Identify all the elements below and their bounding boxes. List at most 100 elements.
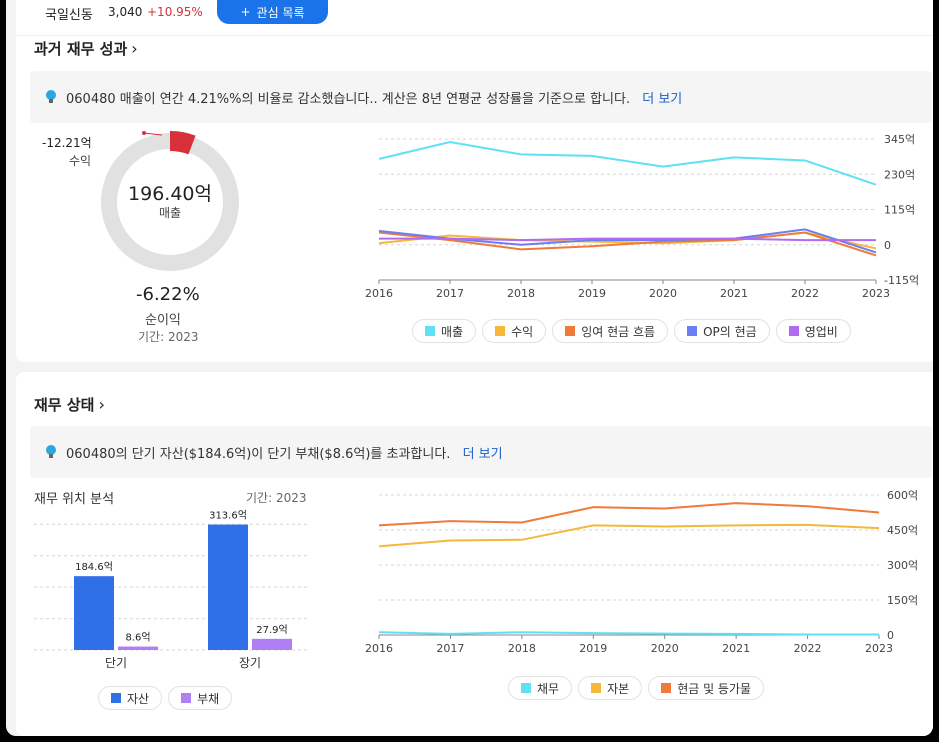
x-tick-label: 2020 [651, 642, 679, 655]
performance-period: 기간: 2023 [138, 330, 199, 344]
series-line-잉여 현금 흐름 [378, 231, 877, 257]
bar-category-label: 장기 [239, 656, 261, 670]
x-tick-label: 2021 [720, 287, 748, 300]
series-line-채무 [378, 631, 879, 636]
performance-line-chart: -115억 0 115억 230억 345억 2016 2017 2018 2019 2020 20… [365, 133, 919, 300]
legend-item[interactable]: 매출 [412, 319, 477, 343]
chevron-right-icon: › [131, 39, 138, 58]
financial-position-title-text: 재무 상태 [34, 396, 95, 414]
position-legend: 자산 부채 [98, 686, 233, 710]
margin-value: -6.22% [136, 284, 200, 305]
x-tick-label: 2020 [649, 287, 677, 300]
legend-item[interactable]: 수익 [482, 319, 547, 343]
y-tick-label: 150억 [887, 594, 918, 607]
position-period: 기간: 2023 [246, 491, 307, 505]
x-tick-label: 2019 [578, 287, 606, 300]
legend-swatch [788, 326, 799, 336]
position-more-link[interactable]: 더 보기 [462, 446, 503, 462]
lightbulb-icon [46, 445, 56, 459]
legend-swatch [687, 326, 698, 336]
x-tick-label: 2016 [365, 642, 393, 655]
legend-item[interactable]: 잉여 현금 흐름 [552, 319, 669, 343]
x-tick-label: 2017 [436, 287, 464, 300]
x-tick-label: 2018 [508, 642, 536, 655]
legend-label: 잉여 현금 흐름 [581, 324, 656, 339]
bar-부채-장기 [252, 638, 292, 650]
legend-item[interactable]: 자본 [578, 676, 643, 700]
x-tick-label: 2021 [722, 642, 750, 655]
legend-label: 매출 [441, 324, 464, 339]
legend-label: 채무 [537, 681, 560, 696]
bar-category-label: 단기 [105, 656, 127, 670]
x-tick-label: 2017 [436, 642, 464, 655]
y-tick-label: 450억 [887, 524, 918, 537]
y-tick-label: 115억 [884, 204, 915, 217]
position-insight: 060480의 단기 자산($184.6억)이 단기 부채($8.6억)를 초과… [30, 426, 932, 478]
legend-swatch [425, 326, 435, 336]
bar-value-label: 184.6억 [75, 561, 113, 573]
x-tick-label: 2022 [791, 287, 819, 300]
y-tick-label: 300억 [887, 559, 918, 572]
stock-change: +10.95% [147, 5, 203, 19]
earnings-value: -12.21억 [42, 136, 92, 150]
legend-label: 부채 [197, 691, 220, 706]
position-insight-text: 060480의 단기 자산($184.6억)이 단기 부채($8.6억)를 초과… [66, 446, 451, 462]
legend-swatch [111, 693, 121, 703]
series-line-자본 [378, 523, 880, 548]
legend-item[interactable]: OP의 현금 [674, 319, 770, 343]
earnings-label: 수익 [69, 154, 92, 168]
legend-label: 수익 [511, 324, 534, 339]
x-tick-label: 2019 [579, 642, 607, 655]
bar-value-label: 27.9억 [256, 624, 287, 636]
legend-label: OP의 현금 [703, 324, 757, 339]
balance-legend: 채무 자본 현금 및 등가물 [508, 676, 765, 700]
legend-item[interactable]: 영업비 [775, 319, 851, 343]
bar-chart-title: 재무 위치 분석 [34, 492, 115, 507]
legend-item[interactable]: 부채 [168, 686, 233, 710]
lightbulb-icon [46, 90, 56, 104]
legend-swatch [591, 683, 602, 693]
bar-부채-단기 [118, 646, 158, 650]
past-performance-title[interactable]: 과거 재무 성과 › [34, 38, 138, 59]
bar-value-label: 8.6억 [125, 632, 150, 644]
chevron-right-icon: › [98, 395, 105, 414]
legend-swatch [181, 693, 192, 703]
past-performance-card: 국일신동 3,040 +10.95% + 관심 목록 과거 재무 성과 › 06… [16, 0, 933, 362]
app-frame: 국일신동 3,040 +10.95% + 관심 목록 과거 재무 성과 › 06… [6, 0, 933, 736]
y-tick-label: 0 [887, 629, 894, 642]
revenue-insight: 060480 매출이 연간 4.21%%의 비율로 감소했습니다.. 계산은 8… [30, 71, 932, 123]
x-tick-label: 2023 [865, 642, 893, 655]
legend-swatch [495, 326, 506, 336]
legend-item[interactable]: 채무 [508, 676, 573, 700]
legend-label: 자산 [127, 691, 150, 706]
legend-label: 현금 및 등가물 [677, 681, 752, 696]
x-tick-label: 2018 [507, 287, 535, 300]
revenue-value: 196.40억 [128, 183, 212, 205]
stock-name: 국일신동 [45, 8, 93, 23]
y-tick-label: 600억 [887, 489, 918, 502]
add-watchlist-button[interactable]: + 관심 목록 [217, 0, 328, 24]
sticky-header: 국일신동 3,040 +10.95% + 관심 목록 [16, 0, 933, 36]
watch-button-label: 관심 목록 [256, 5, 305, 20]
revenue-label: 매출 [158, 206, 182, 220]
bar-자산-장기 [208, 524, 248, 650]
plus-icon: + [240, 5, 251, 19]
legend-item[interactable]: 현금 및 등가물 [648, 676, 765, 700]
revenue-more-link[interactable]: 더 보기 [642, 91, 683, 107]
legend-swatch [661, 683, 672, 693]
y-tick-label: 0 [884, 239, 891, 252]
financial-position-title[interactable]: 재무 상태 › [34, 394, 105, 415]
balance-line-chart: 0 150억 300억 450억 600억 2016 2017 2018 2019 2020 202… [365, 489, 918, 655]
margin-label: 순이익 [145, 313, 181, 328]
series-line-영업비 [379, 237, 876, 242]
performance-legend: 매출 수익 잉여 현금 흐름 OP의 현금 영업비 [412, 319, 851, 343]
legend-swatch [521, 683, 531, 693]
y-tick-label: 345억 [884, 133, 915, 146]
legend-label: 영업비 [804, 324, 838, 339]
series-line-매출 [378, 141, 877, 186]
x-tick-label: 2016 [365, 287, 393, 300]
revenue-donut: 196.40억 매출 [96, 128, 244, 276]
legend-item[interactable]: 자산 [98, 686, 163, 710]
donut-earnings-slice [169, 130, 196, 155]
